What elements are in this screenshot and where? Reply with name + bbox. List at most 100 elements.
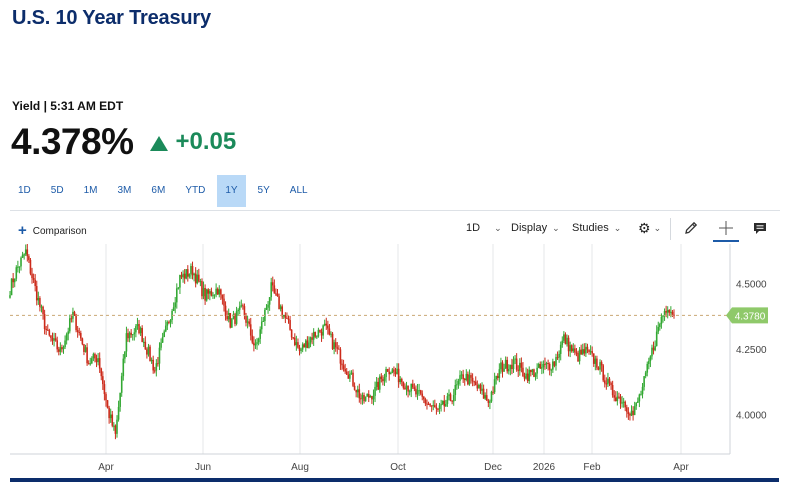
yield-chart[interactable]: 4.5000 4.2500 4.0000 Apr Jun Aug Oct Dec 2026 Feb… xyxy=(0,244,795,476)
candle-body xyxy=(556,357,559,359)
crosshair-button[interactable] xyxy=(713,216,739,242)
candle-body xyxy=(471,377,474,382)
candle-body xyxy=(372,395,375,400)
range-1m[interactable]: 1M xyxy=(83,185,98,196)
candle-body xyxy=(331,333,334,349)
candle-body xyxy=(423,396,425,400)
candle-body xyxy=(119,392,121,407)
candle-body xyxy=(446,396,449,404)
candle-body xyxy=(339,349,342,364)
candle-body xyxy=(614,397,617,402)
range-5y[interactable]: 5Y xyxy=(257,185,270,196)
candle-body xyxy=(43,314,46,330)
candle-body xyxy=(563,334,565,341)
candle-body xyxy=(161,336,164,343)
candle-body xyxy=(279,306,282,309)
candle-body xyxy=(344,368,346,372)
candle-body xyxy=(548,363,551,370)
candle-body xyxy=(352,372,354,386)
candle-body xyxy=(24,249,27,255)
comparison-button[interactable]: + Comparison xyxy=(18,223,87,238)
candle-body xyxy=(48,330,51,336)
candle-body xyxy=(572,348,575,352)
candle-body xyxy=(169,319,172,323)
candle-body xyxy=(46,329,49,331)
candle-body xyxy=(363,395,365,402)
candle-body xyxy=(432,405,435,407)
candle-body xyxy=(95,358,98,363)
candle-body xyxy=(229,312,232,328)
draw-tool-button[interactable] xyxy=(683,220,699,236)
settings-dropdown[interactable]: ⚙ ⌄ xyxy=(638,220,661,237)
candle-body xyxy=(213,294,216,296)
candle-body xyxy=(578,349,581,362)
candle-body xyxy=(317,329,320,337)
candle-body xyxy=(622,401,625,403)
candle-body xyxy=(385,368,387,378)
comment-button[interactable] xyxy=(752,221,768,236)
candle-body xyxy=(618,396,620,398)
candle-body xyxy=(153,370,156,372)
candle-body xyxy=(17,266,19,268)
candle-body xyxy=(581,349,584,355)
candle-body xyxy=(603,380,606,384)
candle-body xyxy=(347,374,350,379)
candle-body xyxy=(282,314,285,317)
candle-body xyxy=(430,405,433,407)
candle-body xyxy=(599,362,601,370)
candle-body xyxy=(468,375,471,385)
candle-body xyxy=(76,330,79,333)
interval-dropdown[interactable]: 1D ⌄ xyxy=(466,222,502,234)
candle-body xyxy=(429,404,431,406)
range-6m[interactable]: 6M xyxy=(151,185,166,196)
candle-body xyxy=(293,337,296,345)
range-1y[interactable]: 1Y xyxy=(217,175,246,207)
candle-body xyxy=(327,325,329,329)
candle-body xyxy=(120,376,123,393)
range-ytd[interactable]: YTD xyxy=(185,185,206,196)
candle-body xyxy=(460,374,463,376)
range-5d[interactable]: 5D xyxy=(50,185,64,196)
candle-body xyxy=(196,274,199,284)
candle-body xyxy=(312,331,315,340)
candle-body xyxy=(454,384,457,396)
candle-body xyxy=(130,332,132,335)
candle-body xyxy=(435,407,438,409)
x-tick-label: Apr xyxy=(673,462,689,473)
candle-body xyxy=(394,371,397,375)
candle-body xyxy=(482,388,485,399)
candle-body xyxy=(70,318,73,320)
candle-body xyxy=(265,307,268,310)
gear-icon: ⚙ xyxy=(638,220,651,236)
y-tick-label: 4.2500 xyxy=(736,345,767,356)
candle-body xyxy=(657,326,660,332)
candle-body xyxy=(371,396,373,400)
candle-body xyxy=(290,329,293,338)
candle-body xyxy=(613,395,616,398)
candle-body xyxy=(355,389,357,393)
candle-body xyxy=(391,369,394,373)
candle-body xyxy=(12,278,14,283)
candle-body xyxy=(522,367,524,377)
candle-body xyxy=(467,373,469,385)
candle-body xyxy=(108,407,110,419)
candle-body xyxy=(350,372,353,374)
display-dropdown[interactable]: Display ⌄ xyxy=(511,222,560,234)
studies-dropdown[interactable]: Studies ⌄ xyxy=(572,222,621,234)
candle-body xyxy=(633,406,636,416)
candle-body xyxy=(501,362,504,372)
candle-body xyxy=(382,379,384,382)
candle-body xyxy=(583,349,586,354)
candle-body xyxy=(259,329,261,339)
range-1d[interactable]: 1D xyxy=(18,185,31,196)
candle-body xyxy=(94,353,96,359)
range-3m[interactable]: 3M xyxy=(117,185,132,196)
candle-body xyxy=(526,373,529,381)
candle-body xyxy=(490,391,493,402)
candle-body xyxy=(671,311,674,315)
candle-body xyxy=(418,390,420,392)
candle-body xyxy=(281,306,284,317)
chart-grid xyxy=(105,244,682,454)
range-all[interactable]: ALL xyxy=(289,185,308,196)
candle-body xyxy=(185,269,188,279)
